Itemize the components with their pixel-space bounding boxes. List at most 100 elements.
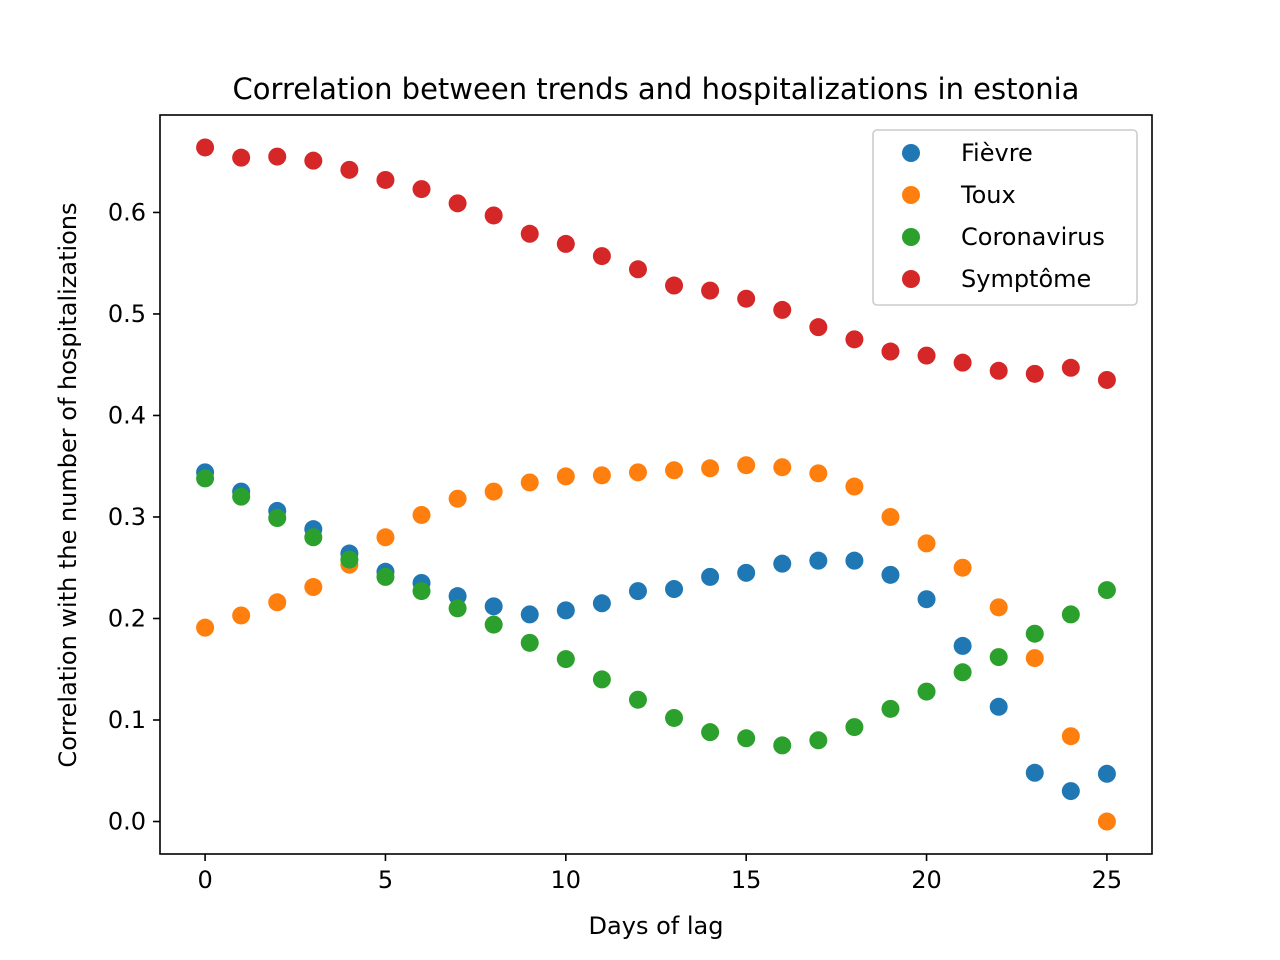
data-point [448,194,467,213]
data-point [1061,782,1080,801]
chart-title: Correlation between trends and hospitali… [233,72,1080,106]
data-point [412,180,431,199]
data-point [1097,370,1116,389]
data-point [520,633,539,652]
data-point [989,598,1008,617]
x-tick-label: 15 [731,866,762,894]
legend-label: Fièvre [961,139,1033,167]
y-tick-label: 0.0 [108,808,146,836]
x-tick-label: 25 [1092,866,1123,894]
data-point [989,648,1008,667]
data-point [737,563,756,582]
data-point [773,736,792,755]
data-point [592,670,611,689]
data-point [773,458,792,477]
data-point [196,618,215,637]
legend-marker [902,270,920,288]
legend-marker [902,186,920,204]
y-tick-label: 0.2 [108,604,146,632]
data-point [1025,364,1044,383]
y-tick-label: 0.1 [108,706,146,734]
data-point [809,318,828,337]
data-point [917,682,936,701]
legend-box [872,129,1138,306]
data-point [484,615,503,634]
data-point [268,508,287,527]
data-point [340,160,359,179]
data-point [268,593,287,612]
data-point [809,464,828,483]
x-tick-label: 5 [378,866,393,894]
data-point [1097,581,1116,600]
data-point [628,463,647,482]
data-point [628,690,647,709]
data-point [484,597,503,616]
y-axis-label: Correlation with the number of hospitali… [54,202,82,767]
y-tick-label: 0.5 [108,300,146,328]
data-point [1061,358,1080,377]
data-point [845,718,864,737]
plot-frame [159,114,1153,855]
data-point [881,565,900,584]
data-point [665,708,684,727]
data-point [1097,812,1116,831]
data-point [701,723,720,742]
legend-label: Toux [960,181,1016,209]
x-tick-label: 20 [911,866,942,894]
series-4 [196,138,1116,389]
data-point [953,558,972,577]
data-point [1025,624,1044,643]
y-axis-ticks: 0.0 0.1 0.2 0.3 0.4 0.5 0.6 [108,198,160,836]
data-point [592,594,611,613]
data-point [376,567,395,586]
data-point [1061,727,1080,746]
data-point [953,353,972,372]
y-tick-label: 0.6 [108,198,146,226]
data-point [448,489,467,508]
data-point [556,650,575,669]
series-3 [196,469,1116,755]
data-point [881,342,900,361]
data-point [665,276,684,295]
data-point [628,260,647,279]
data-point [917,534,936,553]
data-point [845,551,864,570]
data-point [520,473,539,492]
data-point [304,578,323,597]
data-point [376,528,395,547]
data-point [1025,763,1044,782]
legend-marker [902,228,920,246]
data-point [701,281,720,300]
data-point [412,582,431,601]
data-point [340,550,359,569]
data-point [809,551,828,570]
data-point [665,580,684,599]
data-point [1025,649,1044,668]
data-point [484,206,503,225]
data-point [232,487,251,506]
data-point [773,300,792,319]
data-point [448,599,467,618]
data-point [881,507,900,526]
data-point [520,224,539,243]
data-point [917,346,936,365]
data-point [556,601,575,620]
data-point [556,234,575,253]
data-point [196,469,215,488]
data-point [737,729,756,748]
data-point [845,477,864,496]
data-point [232,606,251,625]
data-point [592,466,611,485]
data-point [1061,605,1080,624]
data-point [628,582,647,601]
data-point [376,170,395,189]
legend-label: Symptôme [961,265,1091,293]
data-point [953,663,972,682]
y-tick-label: 0.3 [108,503,146,531]
legend: Fièvre Toux Coronavirus Symptôme [872,129,1138,306]
legend-label: Coronavirus [961,223,1105,251]
data-point [412,505,431,524]
data-point [881,699,900,718]
data-points [196,138,1116,831]
